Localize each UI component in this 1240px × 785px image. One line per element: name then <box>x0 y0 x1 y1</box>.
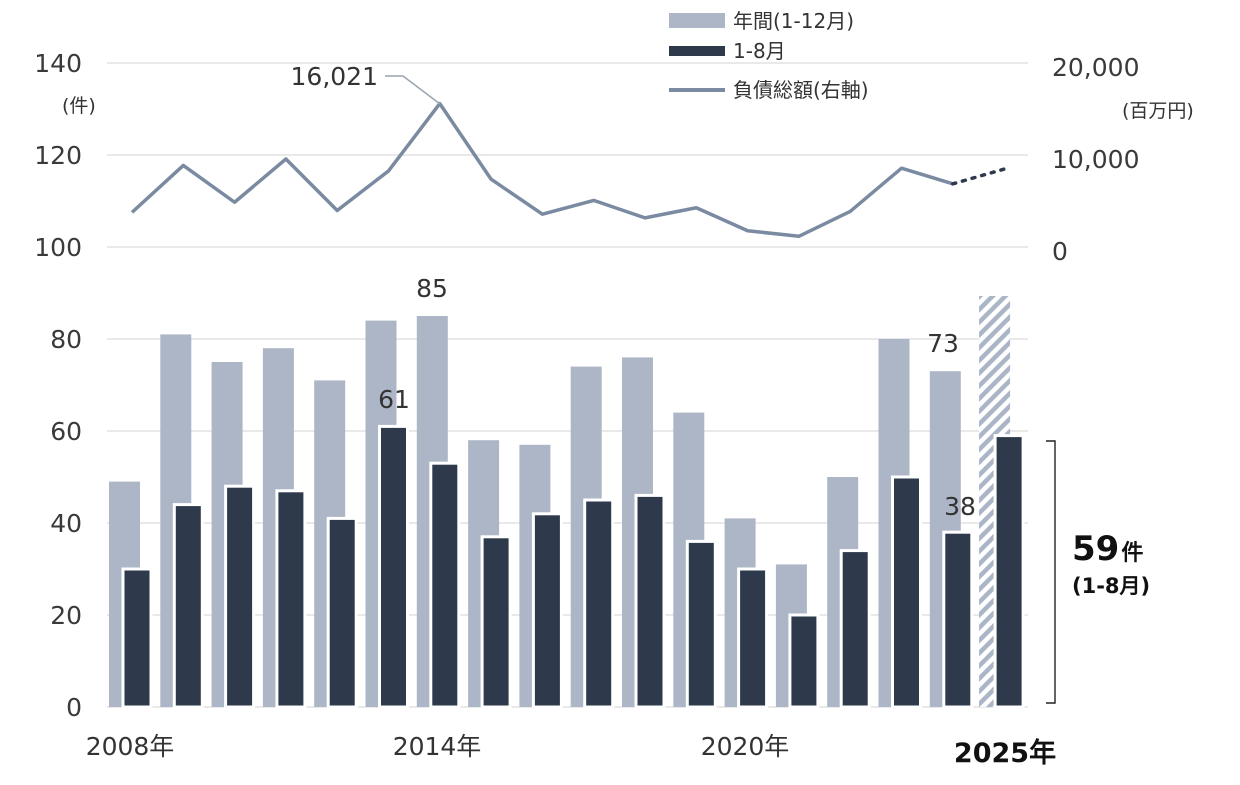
x-label-2020: 2020年 <box>701 732 790 761</box>
jan-aug-bar <box>583 498 615 709</box>
jan-aug-bar <box>172 503 204 709</box>
left-tick-label: 60 <box>50 417 82 446</box>
legend-swatch-jan-aug <box>669 46 725 56</box>
legend-label-annual: 年間(1-12月) <box>733 9 854 33</box>
jan-aug-bar <box>224 484 256 709</box>
callout-sub: (1-8月) <box>1072 574 1150 598</box>
left-tick-label: 100 <box>34 233 82 262</box>
left-tick-label: 0 <box>66 693 82 722</box>
left-tick-label: 40 <box>50 509 82 538</box>
right-tick-label: 20,000 <box>1052 53 1139 82</box>
right-axis-ticks: 0 10,000 20,000 <box>1052 53 1139 266</box>
callout-value: 59 <box>1072 529 1119 569</box>
x-label-2025: 2025年 <box>954 737 1056 769</box>
left-tick-label: 80 <box>50 325 82 354</box>
debt-line <box>130 101 954 239</box>
jan-aug-bar <box>378 424 409 709</box>
left-tick-label: 20 <box>50 601 82 630</box>
callout-value-group: 59件 <box>1072 529 1143 569</box>
x-label-2014: 2014年 <box>393 732 482 761</box>
annual-2024-label: 73 <box>927 329 959 358</box>
jan-aug-bar <box>634 493 666 709</box>
jan-aug-bar <box>839 549 871 709</box>
jan-aug-bar <box>326 516 358 709</box>
left-tick-label: 120 <box>34 141 82 170</box>
legend-label-jan-aug: 1-8月 <box>733 39 786 63</box>
jan-aug-bar <box>531 512 563 709</box>
debt-line-series <box>130 101 1006 239</box>
legend-label-debt: 負債総額(右軸) <box>733 78 869 102</box>
left-axis-unit: (件) <box>62 95 96 117</box>
jan-aug-bar <box>685 539 717 709</box>
jan-aug-bar <box>480 535 512 709</box>
right-tick-label: 0 <box>1052 237 1068 266</box>
right-axis-unit: (百万円) <box>1122 100 1194 122</box>
left-axis-ticks: 0 20 40 60 80 100 120 140 <box>34 49 82 722</box>
jan-aug-bar <box>275 489 307 709</box>
jan-aug-bar <box>429 461 461 709</box>
x-label-2008: 2008年 <box>86 732 175 761</box>
left-tick-label: 140 <box>34 49 82 78</box>
h1-2013-label: 61 <box>378 385 410 414</box>
jan-aug-bar <box>891 475 922 709</box>
jan-aug-bars <box>121 424 1025 709</box>
jan-aug-bar <box>942 530 974 709</box>
legend-swatch-annual <box>669 13 725 28</box>
right-tick-label: 10,000 <box>1052 145 1139 174</box>
jan-aug-bar <box>788 613 820 709</box>
callout-unit: 件 <box>1121 541 1143 566</box>
debt-peak-label: 16,021 <box>291 62 378 91</box>
jan-aug-bar <box>737 567 769 709</box>
h1-2024-label: 38 <box>944 492 976 521</box>
callout-bracket <box>1046 440 1056 704</box>
jan-aug-bar <box>993 434 1025 709</box>
debt-peak-leader <box>385 75 441 105</box>
debt-line-projection <box>951 167 1006 186</box>
jan-aug-bar <box>121 567 153 709</box>
gridlines <box>107 62 1028 708</box>
legend: 年間(1-12月) 1-8月 負債総額(右軸) <box>669 9 869 102</box>
annual-2014-label: 85 <box>416 274 448 303</box>
